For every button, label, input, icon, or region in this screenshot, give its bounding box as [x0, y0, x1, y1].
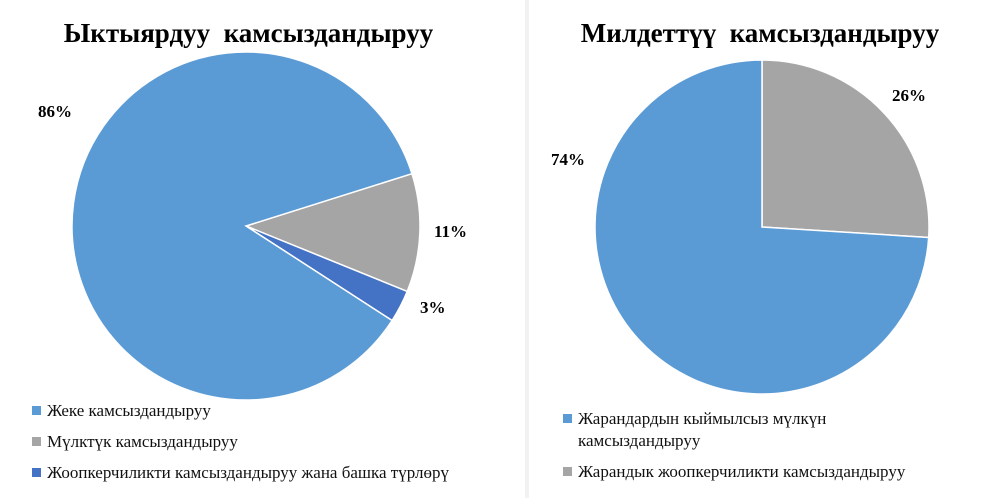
- chart-legend: Жарандардын кыймылсыз мүлкүн камсызданды…: [563, 408, 983, 492]
- chart-title: Милдеттүү камсыздандыруу: [580, 18, 940, 48]
- legend-label: Жарандардын кыймылсыз мүлкүн камсызданды…: [578, 409, 827, 450]
- legend-label: Жеке камсыздандыруу: [47, 401, 211, 420]
- chart-title: Ыктыярдуу камсыздандыруу: [63, 18, 434, 48]
- slice-label-private: 86%: [38, 102, 72, 121]
- legend-swatch: [32, 406, 41, 415]
- slice-private: [71, 51, 413, 401]
- legend-swatch: [32, 468, 41, 477]
- legend-item: Жоопкерчиликти камсыздандыруу жана башка…: [32, 462, 512, 484]
- slice-label-liability: 3%: [420, 298, 446, 317]
- slice-label-real-estate: 74%: [551, 150, 585, 169]
- voluntary-insurance-chart: Ыктыярдуу камсыздандыруу 86% 11% 3% Жеке…: [0, 0, 525, 498]
- chart-legend: Жеке камсыздандыруу Мүлктүк камсыздандыр…: [32, 400, 512, 493]
- slice-real-estate: [594, 59, 930, 395]
- legend-item: Мүлктүк камсыздандыруу: [32, 431, 512, 453]
- legend-swatch: [563, 467, 572, 476]
- legend-label: Мүлктүк камсыздандыруу: [47, 432, 238, 451]
- mandatory-insurance-chart: Милдеттүү камсыздандыруу 74% 26% Жаранда…: [529, 0, 1005, 498]
- legend-label: Жоопкерчиликти камсыздандыруу жана башка…: [47, 463, 449, 482]
- legend-label: Жарандык жоопкерчиликти камсыздандыруу: [578, 462, 906, 481]
- slice-property: [243, 172, 421, 293]
- slice-label-civil-liability: 26%: [892, 86, 926, 105]
- legend-swatch: [563, 414, 572, 423]
- slice-label-property: 11%: [434, 222, 468, 241]
- pie-chart: [71, 51, 421, 401]
- pie-chart: [594, 59, 930, 395]
- legend-item: Жарандык жоопкерчиликти камсыздандыруу: [563, 461, 983, 483]
- slice-civil-liability: [761, 59, 930, 239]
- legend-item: Жеке камсыздандыруу: [32, 400, 512, 422]
- legend-swatch: [32, 437, 41, 446]
- legend-item: Жарандардын кыймылсыз мүлкүн камсызданды…: [563, 408, 983, 452]
